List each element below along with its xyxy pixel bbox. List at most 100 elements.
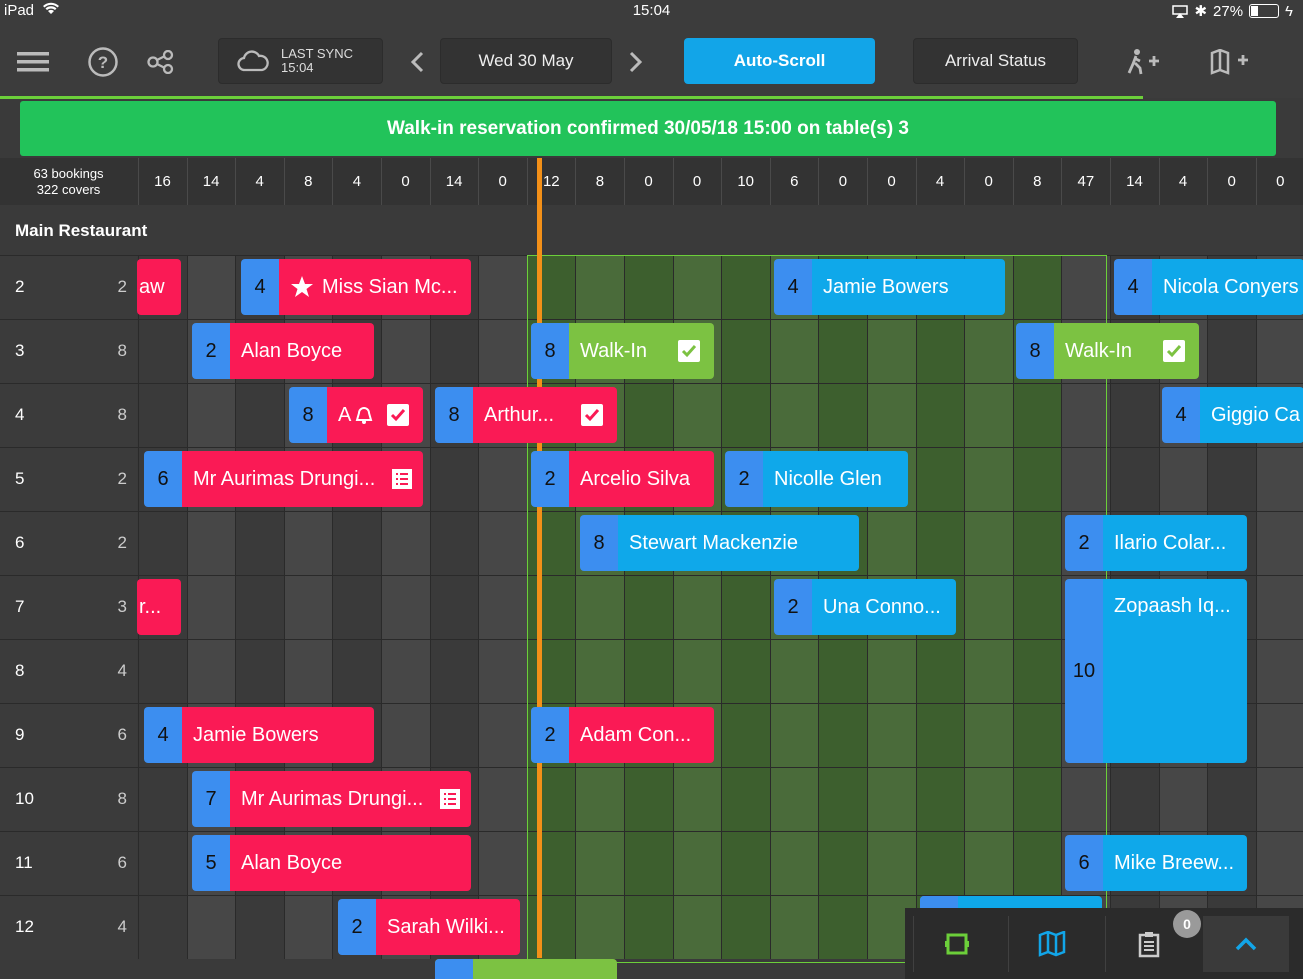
time-slot[interactable] [964, 384, 1013, 447]
time-slot[interactable] [624, 384, 673, 447]
time-slot[interactable] [1158, 768, 1208, 831]
time-slot[interactable] [478, 256, 527, 319]
time-slot[interactable] [235, 896, 284, 959]
arrival-status-button[interactable]: Arrival Status [913, 38, 1078, 84]
auto-scroll-button[interactable]: Auto-Scroll [684, 38, 875, 84]
time-slot[interactable] [1012, 256, 1062, 319]
time-slot[interactable] [478, 512, 527, 575]
time-slot[interactable] [429, 704, 479, 767]
table-label[interactable]: 11 6 [0, 832, 137, 896]
time-slot[interactable] [915, 768, 965, 831]
time-slot[interactable] [672, 256, 722, 319]
time-slot[interactable] [964, 320, 1013, 383]
time-slot[interactable] [138, 512, 187, 575]
time-slot[interactable] [769, 832, 819, 895]
time-slot[interactable] [1012, 640, 1062, 703]
time-slot[interactable] [429, 448, 479, 511]
time-slot[interactable] [381, 640, 430, 703]
time-slot[interactable] [138, 896, 187, 959]
booking-block[interactable]: 8 Arthur... [435, 387, 617, 443]
time-slot[interactable] [769, 384, 819, 447]
time-slot[interactable] [915, 640, 965, 703]
time-slot[interactable] [1110, 448, 1159, 511]
time-slot[interactable] [915, 384, 965, 447]
time-slot[interactable] [721, 576, 770, 639]
time-slot[interactable] [575, 832, 624, 895]
booking-block[interactable]: 8 Walk-In [1016, 323, 1199, 379]
time-slot[interactable] [381, 320, 430, 383]
time-slot[interactable] [138, 384, 187, 447]
time-slot[interactable] [186, 512, 236, 575]
booking-block[interactable]: 4 Nicola Conyers [1114, 259, 1303, 315]
table-label[interactable]: 12 4 [0, 896, 137, 960]
time-slot[interactable] [1158, 448, 1208, 511]
time-slot[interactable] [721, 768, 770, 831]
floorplan-icon[interactable] [913, 916, 1000, 972]
time-slot[interactable] [381, 704, 430, 767]
time-slot[interactable] [1061, 768, 1110, 831]
time-slot[interactable] [867, 512, 916, 575]
time-slot[interactable] [915, 512, 965, 575]
time-slot[interactable] [526, 768, 576, 831]
time-slot[interactable] [964, 640, 1013, 703]
time-slot[interactable] [769, 896, 819, 959]
time-slot[interactable] [818, 640, 867, 703]
time-slot[interactable] [138, 640, 187, 703]
time-slot[interactable] [624, 256, 673, 319]
time-slot[interactable] [1255, 576, 1303, 639]
time-slot[interactable] [1255, 832, 1303, 895]
time-slot[interactable] [575, 640, 624, 703]
time-slot[interactable] [1110, 384, 1159, 447]
booking-block[interactable]: 2 Alan Boyce [192, 323, 374, 379]
time-slot[interactable] [332, 576, 381, 639]
time-slot[interactable] [283, 512, 333, 575]
booking-block[interactable]: 4 Jamie Bowers [144, 707, 374, 763]
booking-block[interactable]: 8 Stewart Mackenzie [580, 515, 859, 571]
time-slot[interactable] [721, 896, 770, 959]
time-slot[interactable] [964, 768, 1013, 831]
date-button[interactable]: Wed 30 May [440, 38, 612, 84]
help-icon[interactable]: ? [85, 44, 121, 80]
time-slot[interactable] [1207, 448, 1256, 511]
time-slot[interactable] [1255, 320, 1303, 383]
time-slot[interactable] [138, 832, 187, 895]
time-slot[interactable] [964, 448, 1013, 511]
booking-block[interactable]: 2 Nicolle Glen [725, 451, 908, 507]
notifications-badge[interactable]: 0 [1173, 910, 1201, 938]
time-slot[interactable] [964, 704, 1013, 767]
time-slot[interactable] [1207, 320, 1256, 383]
time-slot[interactable] [235, 384, 284, 447]
time-slot[interactable] [575, 768, 624, 831]
time-slot[interactable] [1207, 768, 1256, 831]
booking-block[interactable]: 6 Mr Aurimas Drungi... [144, 451, 423, 507]
time-slot[interactable] [186, 896, 236, 959]
time-slot[interactable] [138, 320, 187, 383]
booking-block[interactable]: 2 Sarah Wilki... [338, 899, 520, 955]
time-slot[interactable] [624, 576, 673, 639]
booking-block-partial[interactable] [435, 959, 617, 979]
time-slot[interactable] [721, 832, 770, 895]
time-slot[interactable] [915, 448, 965, 511]
time-slot[interactable] [575, 896, 624, 959]
booking-block[interactable]: 2 Arcelio Silva [531, 451, 714, 507]
time-slot[interactable] [1255, 512, 1303, 575]
time-slot[interactable] [1012, 512, 1062, 575]
time-slot[interactable] [186, 576, 236, 639]
chevron-up-icon[interactable] [1203, 916, 1289, 972]
time-slot[interactable] [818, 896, 867, 959]
booking-block[interactable]: aw [137, 259, 181, 315]
time-slot[interactable] [672, 832, 722, 895]
book-add-icon[interactable] [1208, 44, 1258, 80]
booking-block[interactable]: 5 Alan Boyce [192, 835, 471, 891]
time-slot[interactable] [672, 576, 722, 639]
time-slot[interactable] [138, 768, 187, 831]
time-slot[interactable] [721, 384, 770, 447]
walk-in-add-icon[interactable] [1125, 44, 1165, 80]
booking-block[interactable]: 10 Zopaash Iq... [1065, 579, 1247, 763]
time-slot[interactable] [818, 768, 867, 831]
booking-block[interactable]: 7 Mr Aurimas Drungi... [192, 771, 471, 827]
